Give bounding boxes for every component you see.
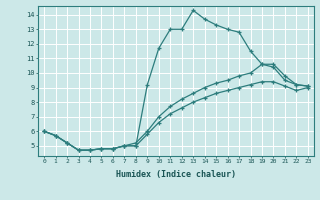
- X-axis label: Humidex (Indice chaleur): Humidex (Indice chaleur): [116, 170, 236, 179]
